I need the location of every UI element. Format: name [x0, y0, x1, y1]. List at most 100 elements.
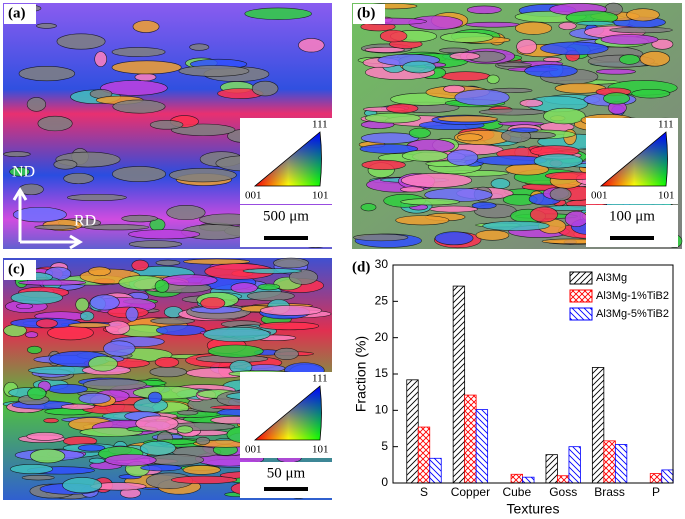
grain: [154, 356, 180, 368]
grain: [139, 440, 176, 456]
panel-label-bg: [353, 4, 385, 24]
grain: [156, 324, 206, 336]
grain: [150, 317, 195, 325]
grain: [364, 112, 421, 124]
grain: [486, 74, 500, 84]
grain: [111, 47, 166, 57]
grain: [379, 29, 408, 43]
legend-label: Al3Mg: [596, 272, 627, 284]
grain: [353, 233, 409, 242]
grain: [400, 172, 473, 188]
grain: [103, 340, 136, 357]
grain: [171, 475, 238, 484]
grain: [478, 108, 546, 116]
grain: [134, 73, 157, 82]
legend-swatch: [569, 271, 593, 285]
bar: [603, 440, 616, 484]
x-tick-label: Cube: [502, 485, 531, 499]
ipf-triangle: [253, 385, 322, 441]
grain: [26, 97, 47, 112]
scale-bar: [264, 236, 308, 240]
grain: [449, 52, 481, 61]
grain: [540, 41, 609, 56]
bar: [510, 473, 523, 484]
grain: [166, 204, 206, 221]
grain: [465, 21, 520, 28]
plot-frame: [392, 264, 674, 484]
grain: [402, 60, 436, 74]
grain: [78, 392, 111, 405]
scale-label: 100 μm: [609, 208, 655, 224]
ipf-label: 001: [245, 190, 262, 202]
grain: [434, 231, 474, 246]
grain: [80, 311, 95, 321]
grain: [603, 92, 631, 105]
grain: [79, 427, 143, 437]
grain: [84, 224, 150, 231]
grain: [88, 266, 111, 277]
grain: [148, 454, 205, 466]
grain: [509, 127, 539, 133]
grain: [639, 51, 670, 67]
ipf-label: 111: [312, 373, 328, 385]
grain: [60, 403, 95, 410]
grain: [189, 43, 210, 51]
grain: [543, 107, 586, 125]
grain: [230, 282, 258, 294]
grain: [274, 347, 299, 360]
grain: [259, 305, 322, 316]
grain: [30, 448, 66, 464]
x-tick-label: Brass: [594, 485, 625, 499]
panel-label: (b): [357, 5, 375, 21]
panel-label-bg: [4, 4, 36, 24]
direction-label: RD: [74, 213, 96, 230]
grain: [66, 193, 127, 202]
bar: [649, 473, 663, 484]
grain: [200, 297, 226, 310]
bar: [661, 469, 674, 484]
grain: [169, 168, 237, 183]
ipf-label: 001: [591, 190, 608, 202]
bar: [522, 476, 535, 484]
grain: [631, 88, 671, 99]
bar: [464, 394, 477, 484]
grain: [558, 21, 577, 31]
grain: [258, 321, 320, 331]
x-tick-label: S: [420, 485, 428, 499]
grain: [207, 344, 264, 358]
grain: [273, 257, 309, 269]
grain: [549, 187, 572, 201]
grains: [2, 2, 683, 500]
grain: [88, 457, 106, 464]
direction-arrows: [12, 187, 83, 250]
grain: [533, 153, 583, 169]
ipf-triangle: [599, 131, 668, 187]
grain: [242, 268, 302, 274]
grain: [651, 38, 674, 50]
grain: [446, 149, 479, 166]
bar: [406, 379, 419, 484]
bar: [452, 285, 466, 484]
grain: [89, 294, 120, 311]
ipf-label: 111: [658, 119, 674, 131]
grain: [36, 23, 57, 29]
grain: [62, 477, 103, 494]
ipf-label: 101: [658, 190, 675, 202]
grain: [600, 34, 659, 45]
grain: [162, 274, 218, 287]
grain: [177, 410, 199, 416]
grain: [10, 290, 63, 305]
grain: [12, 206, 67, 223]
grain: [609, 26, 673, 34]
grain: [68, 322, 111, 328]
grain: [289, 269, 318, 285]
panel-label: (a): [8, 5, 26, 21]
grain: [121, 214, 158, 223]
grain: [125, 306, 139, 322]
grain: [149, 120, 184, 130]
grain: [298, 38, 325, 53]
grain: [35, 318, 58, 329]
grain: [21, 474, 55, 481]
grain: [183, 258, 251, 265]
grain: [83, 378, 147, 391]
